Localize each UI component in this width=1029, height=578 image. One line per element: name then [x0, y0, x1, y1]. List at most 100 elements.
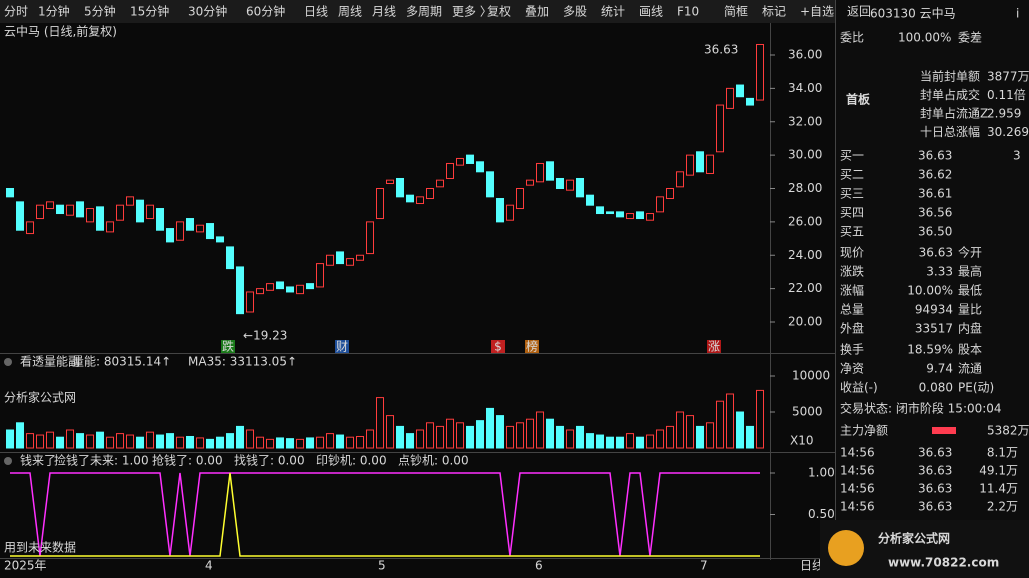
candle	[6, 188, 14, 198]
toolbar-tab[interactable]: 分时	[4, 5, 28, 19]
candle	[86, 208, 94, 223]
status: 交易状态: 闭市阶段 15:00:04	[840, 401, 1002, 416]
volume-bar	[626, 433, 634, 449]
volume-bar	[696, 425, 704, 449]
value: 36.61	[918, 187, 952, 201]
logo-url: www.70822.com	[888, 556, 999, 570]
tick-volume: 8.1万	[987, 446, 1018, 460]
candle	[156, 208, 164, 231]
candle	[66, 204, 74, 216]
volume-bar	[426, 422, 434, 449]
toolbar-button[interactable]: 多股	[563, 5, 587, 19]
volume-bar	[486, 407, 494, 449]
collapse-icon[interactable]	[4, 457, 12, 465]
toolbar-button[interactable]: 叠加	[525, 5, 549, 19]
bar-icon	[932, 427, 956, 434]
signal-header: 钱来了	[20, 453, 56, 468]
value: 36.63	[919, 246, 953, 260]
label: 买一	[840, 149, 864, 163]
candle	[336, 251, 344, 265]
candle	[536, 162, 544, 183]
volume-bar	[726, 393, 734, 449]
label: 十日总涨幅	[920, 124, 980, 139]
toolbar-tab[interactable]: 周线	[338, 5, 362, 19]
candle	[426, 188, 434, 200]
label: 委比	[840, 31, 864, 45]
candle	[416, 196, 424, 205]
candle	[36, 204, 44, 220]
tick-volume: 11.4万	[979, 482, 1018, 496]
marker: $	[494, 340, 502, 354]
volume-bar	[106, 436, 114, 449]
toolbar-tab[interactable]: 30分钟	[188, 4, 227, 19]
label: PE(动)	[958, 381, 994, 395]
label: 最高	[958, 264, 982, 279]
toolbar-tab[interactable]: 60分钟	[246, 4, 285, 19]
y-tick-label: 34.00	[788, 81, 822, 95]
toolbar-tab[interactable]: 更多 〉	[452, 5, 492, 19]
value: 94934	[915, 303, 953, 317]
volume-bar	[396, 425, 404, 449]
x-label: 4	[205, 559, 213, 573]
toolbar-tab[interactable]: 15分钟	[130, 4, 169, 19]
volume-bar	[306, 437, 314, 449]
candle	[596, 206, 604, 215]
toolbar-button[interactable]: 简框	[724, 5, 748, 19]
toolbar-button[interactable]: 统计	[601, 5, 625, 19]
volume-header: MA35: 33113.05↑	[188, 355, 297, 369]
volume-bar	[46, 431, 54, 449]
volume-bar	[636, 436, 644, 449]
label: 收益(-)	[840, 381, 878, 395]
volume-bar	[456, 422, 464, 449]
label: 买二	[840, 168, 864, 182]
volume-bar	[276, 437, 284, 449]
toolbar-button[interactable]: 返回	[847, 5, 871, 19]
candle	[266, 283, 274, 291]
tick-volume: 49.1万	[979, 464, 1018, 478]
volume-bar	[336, 434, 344, 449]
volume-bar	[716, 400, 724, 449]
toolbar-button[interactable]: F10	[677, 5, 699, 19]
marker-box	[525, 340, 539, 353]
y-tick-label: 28.00	[788, 181, 822, 195]
toolbar-tab[interactable]: 1分钟	[38, 4, 70, 19]
volume-bar	[476, 420, 484, 449]
candle	[376, 188, 384, 220]
volume-bar	[366, 429, 374, 449]
toolbar-tab[interactable]: 日线	[304, 5, 328, 19]
label: 涨幅	[840, 283, 864, 298]
tick-time: 14:56	[840, 446, 875, 460]
volume-bar	[256, 436, 264, 449]
toolbar-button[interactable]: +自选	[800, 5, 834, 19]
collapse-icon[interactable]	[4, 358, 12, 366]
tick-price: 36.63	[918, 500, 952, 514]
volume-bar	[386, 415, 394, 449]
marker-box	[491, 340, 505, 353]
toolbar-button[interactable]: 标记	[762, 5, 786, 19]
toolbar-tab[interactable]: 5分钟	[84, 4, 116, 19]
tick-price: 36.63	[918, 464, 952, 478]
toolbar-tab[interactable]: 月线	[372, 5, 396, 19]
signal-header: 抢钱了: 0.00	[152, 453, 223, 468]
volume-bar	[496, 415, 504, 449]
y-tick-label: 5000	[792, 405, 823, 419]
volume-bar	[616, 436, 624, 449]
candle	[386, 179, 394, 184]
label: 现价	[840, 246, 864, 260]
candle	[486, 171, 494, 198]
label: 主力净额	[840, 424, 888, 438]
y-tick-label: 22.00	[788, 281, 822, 295]
volume-bar	[286, 438, 294, 449]
label: 最低	[958, 284, 982, 298]
side-panel	[836, 0, 1029, 578]
value: 36.62	[918, 168, 952, 182]
volume-bar	[326, 433, 334, 449]
volume-bar	[376, 397, 384, 449]
candle	[706, 154, 714, 174]
value: 3	[1013, 149, 1021, 163]
volume-bar	[116, 433, 124, 449]
volume-bar	[126, 434, 134, 449]
toolbar-button[interactable]: 画线	[639, 5, 663, 19]
toolbar-button[interactable]: 复权	[487, 5, 511, 19]
toolbar-tab[interactable]: 多周期	[406, 5, 442, 19]
